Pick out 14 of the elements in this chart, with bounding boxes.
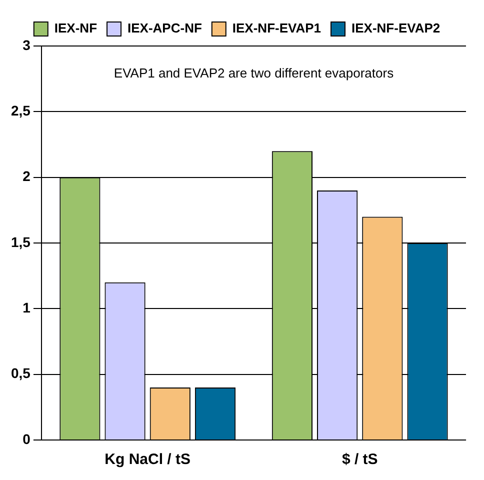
y-tick-label: 0,5: [10, 365, 31, 382]
legend-label: IEX-APC-NF: [128, 20, 202, 36]
y-tick-label: 1: [22, 300, 31, 316]
y-tick-label: 1,5: [10, 234, 31, 250]
legend-label: IEX-NF: [54, 20, 98, 36]
y-tick-label: 3: [22, 36, 31, 53]
legend-label: IEX-NF-EVAP2: [352, 20, 440, 36]
legend-label: IEX-NF-EVAP1: [232, 20, 321, 36]
y-tick-label: 0: [22, 430, 31, 447]
x-tick-label: Kg NaCl / tS: [104, 451, 191, 468]
y-tick-label: 2: [22, 168, 31, 184]
annotation: EVAP1 and EVAP2 are two different evaporators: [114, 66, 394, 81]
x-tick-label: $ / tS: [342, 451, 378, 468]
y-tick-label: 2,5: [10, 102, 31, 119]
